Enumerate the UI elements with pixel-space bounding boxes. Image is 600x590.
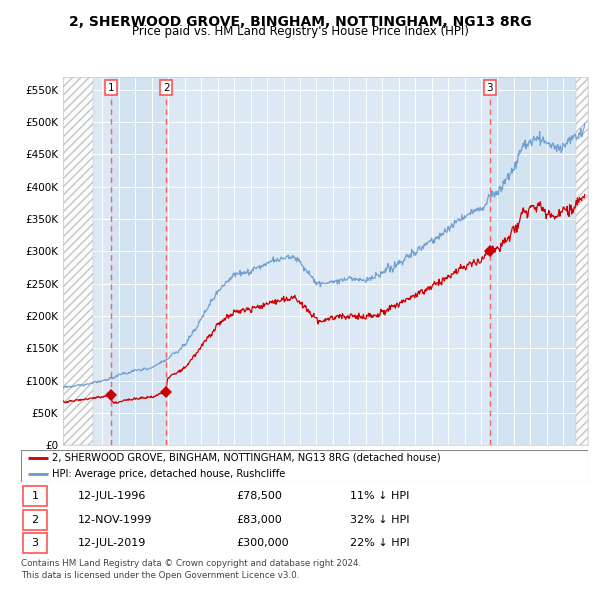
Text: 1: 1: [108, 83, 115, 93]
Text: £300,000: £300,000: [236, 539, 289, 548]
Bar: [112, 77, 166, 445]
Text: 3: 3: [32, 539, 38, 548]
Text: 12-JUL-2019: 12-JUL-2019: [78, 539, 146, 548]
Text: This data is licensed under the Open Government Licence v3.0.: This data is licensed under the Open Gov…: [21, 571, 299, 579]
Text: HPI: Average price, detached house, Rushcliffe: HPI: Average price, detached house, Rush…: [52, 469, 286, 479]
Text: 12-NOV-1999: 12-NOV-1999: [78, 515, 152, 525]
Text: 2, SHERWOOD GROVE, BINGHAM, NOTTINGHAM, NG13 8RG (detached house): 2, SHERWOOD GROVE, BINGHAM, NOTTINGHAM, …: [52, 453, 441, 463]
Text: 1: 1: [32, 491, 38, 501]
Bar: [490, 77, 575, 445]
Text: 2: 2: [32, 515, 39, 525]
Text: £78,500: £78,500: [236, 491, 283, 501]
FancyBboxPatch shape: [23, 533, 47, 553]
Text: Contains HM Land Registry data © Crown copyright and database right 2024.: Contains HM Land Registry data © Crown c…: [21, 559, 361, 568]
Text: 2, SHERWOOD GROVE, BINGHAM, NOTTINGHAM, NG13 8RG: 2, SHERWOOD GROVE, BINGHAM, NOTTINGHAM, …: [68, 15, 532, 29]
Text: 32% ↓ HPI: 32% ↓ HPI: [350, 515, 409, 525]
Text: 3: 3: [487, 83, 493, 93]
FancyBboxPatch shape: [23, 510, 47, 530]
Text: Price paid vs. HM Land Registry's House Price Index (HPI): Price paid vs. HM Land Registry's House …: [131, 25, 469, 38]
Text: 22% ↓ HPI: 22% ↓ HPI: [350, 539, 409, 548]
FancyBboxPatch shape: [23, 486, 47, 506]
Text: 11% ↓ HPI: 11% ↓ HPI: [350, 491, 409, 501]
Text: £83,000: £83,000: [236, 515, 282, 525]
Text: 2: 2: [163, 83, 170, 93]
Text: 12-JUL-1996: 12-JUL-1996: [78, 491, 146, 501]
